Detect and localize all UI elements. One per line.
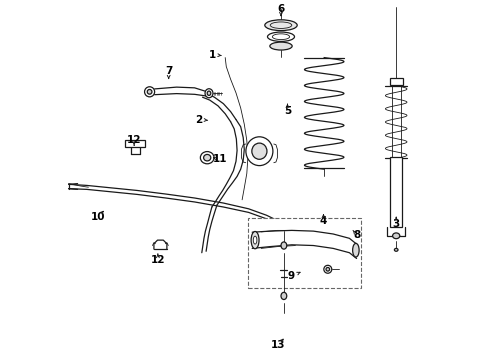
Bar bbox=[391, 157, 402, 227]
Ellipse shape bbox=[253, 236, 257, 244]
Ellipse shape bbox=[353, 243, 359, 257]
Text: 3: 3 bbox=[392, 219, 400, 229]
Ellipse shape bbox=[281, 242, 287, 249]
Ellipse shape bbox=[392, 233, 400, 239]
Text: 9: 9 bbox=[288, 271, 294, 282]
Text: 4: 4 bbox=[320, 216, 327, 226]
Ellipse shape bbox=[204, 154, 211, 161]
Ellipse shape bbox=[324, 265, 332, 273]
Ellipse shape bbox=[145, 87, 155, 97]
Ellipse shape bbox=[281, 292, 287, 300]
Text: 11: 11 bbox=[213, 154, 228, 164]
Ellipse shape bbox=[200, 152, 214, 164]
Ellipse shape bbox=[272, 34, 290, 40]
Text: 2: 2 bbox=[196, 114, 202, 125]
Text: 10: 10 bbox=[91, 212, 105, 222]
Ellipse shape bbox=[270, 42, 292, 50]
Ellipse shape bbox=[326, 267, 330, 271]
Text: 12: 12 bbox=[127, 135, 142, 145]
Ellipse shape bbox=[246, 137, 273, 166]
Ellipse shape bbox=[268, 32, 294, 41]
Text: 13: 13 bbox=[271, 340, 285, 350]
Bar bbox=[390, 78, 403, 85]
Ellipse shape bbox=[394, 248, 398, 251]
Bar bbox=[248, 218, 361, 288]
Text: 5: 5 bbox=[284, 106, 291, 116]
Text: 12: 12 bbox=[150, 255, 165, 265]
Ellipse shape bbox=[270, 22, 292, 28]
Text: 1: 1 bbox=[209, 50, 216, 60]
Ellipse shape bbox=[251, 231, 259, 249]
Ellipse shape bbox=[147, 90, 152, 94]
Ellipse shape bbox=[252, 143, 267, 159]
Ellipse shape bbox=[265, 20, 297, 31]
Text: 8: 8 bbox=[353, 230, 360, 240]
Text: 6: 6 bbox=[277, 4, 285, 14]
Bar bbox=[125, 140, 145, 147]
Ellipse shape bbox=[205, 89, 213, 98]
Text: 7: 7 bbox=[165, 66, 172, 76]
Ellipse shape bbox=[207, 91, 211, 95]
